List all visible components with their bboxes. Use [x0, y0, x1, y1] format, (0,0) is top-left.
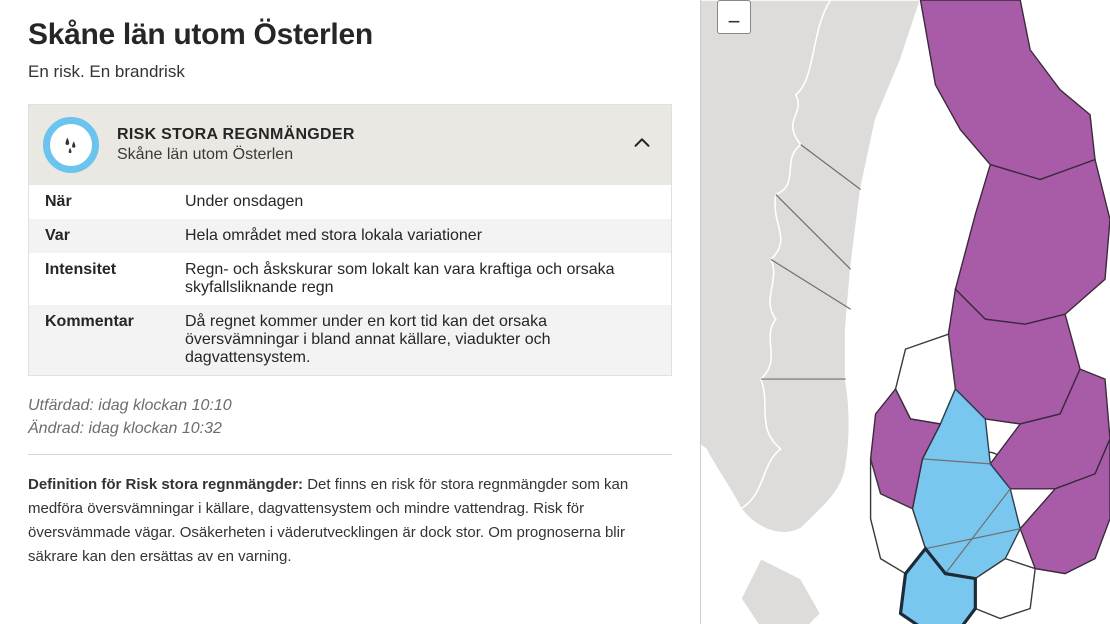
table-row: KommentarDå regnet kommer under en kort … — [29, 305, 671, 375]
page-title: Skåne län utom Österlen — [28, 18, 672, 52]
table-row: IntensitetRegn- och åskskurar som lokalt… — [29, 253, 671, 305]
detail-label: Kommentar — [29, 305, 169, 375]
detail-value: Hela området med stora lokala variatione… — [169, 219, 671, 253]
detail-value: Regn- och åskskurar som lokalt kan vara … — [169, 253, 671, 305]
page-subtitle: En risk. En brandrisk — [28, 62, 672, 82]
warning-timestamps: Utfärdad: idag klockan 10:10 Ändrad: ida… — [28, 394, 672, 440]
definition-label: Definition för Risk stora regnmängder: — [28, 476, 303, 493]
detail-value: Då regnet kommer under en kort tid kan d… — [169, 305, 671, 375]
detail-label: Var — [29, 219, 169, 253]
chevron-up-icon — [631, 132, 653, 159]
zoom-out-button[interactable]: − — [717, 0, 751, 34]
map-frame[interactable]: − — [701, 0, 1110, 624]
map-region-dk[interactable] — [741, 559, 821, 624]
separator — [28, 454, 672, 455]
detail-label: När — [29, 185, 169, 219]
map-region-se-nb-2[interactable] — [955, 160, 1110, 325]
issued-timestamp: Utfärdad: idag klockan 10:10 — [28, 394, 672, 417]
detail-value: Under onsdagen — [169, 185, 671, 219]
zoom-out-label: − — [728, 11, 741, 33]
rain-icon — [43, 117, 99, 173]
table-row: NärUnder onsdagen — [29, 185, 671, 219]
warning-map[interactable] — [701, 0, 1110, 624]
detail-label: Intensitet — [29, 253, 169, 305]
warning-header[interactable]: RISK STORA REGNMÄNGDER Skåne län utom Ös… — [29, 105, 671, 185]
map-region-se-nb-1[interactable] — [920, 0, 1095, 180]
definition-block: Definition för Risk stora regnmängder: D… — [28, 473, 672, 569]
changed-timestamp: Ändrad: idag klockan 10:32 — [28, 417, 672, 440]
warning-title: RISK STORA REGNMÄNGDER — [117, 126, 631, 144]
warning-card: RISK STORA REGNMÄNGDER Skåne län utom Ös… — [28, 104, 672, 376]
warning-details-table: NärUnder onsdagen VarHela området med st… — [29, 185, 671, 375]
table-row: VarHela området med stora lokala variati… — [29, 219, 671, 253]
warning-location: Skåne län utom Österlen — [117, 146, 631, 164]
